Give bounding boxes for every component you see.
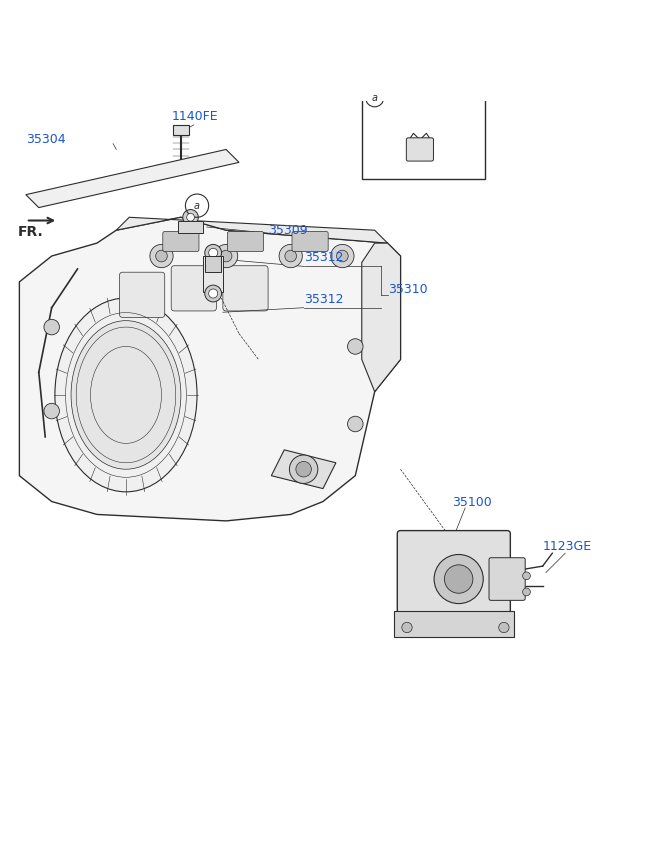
Circle shape xyxy=(205,244,222,261)
Text: FR.: FR. xyxy=(18,225,44,239)
Circle shape xyxy=(285,250,297,262)
Circle shape xyxy=(348,338,363,354)
Circle shape xyxy=(402,622,412,633)
Circle shape xyxy=(289,455,318,483)
Text: 35312: 35312 xyxy=(304,251,343,264)
Circle shape xyxy=(220,250,232,262)
Circle shape xyxy=(337,250,348,262)
Circle shape xyxy=(150,244,173,268)
FancyBboxPatch shape xyxy=(406,138,433,161)
Circle shape xyxy=(523,572,530,580)
FancyBboxPatch shape xyxy=(397,531,510,621)
Text: 35100: 35100 xyxy=(452,496,492,510)
Circle shape xyxy=(348,416,363,432)
Text: a: a xyxy=(194,201,200,210)
FancyBboxPatch shape xyxy=(223,265,268,311)
Circle shape xyxy=(205,285,222,302)
FancyBboxPatch shape xyxy=(489,558,525,600)
FancyBboxPatch shape xyxy=(163,232,199,252)
Circle shape xyxy=(214,244,238,268)
Text: 35310: 35310 xyxy=(388,283,427,296)
FancyBboxPatch shape xyxy=(292,232,328,252)
FancyBboxPatch shape xyxy=(394,611,514,637)
FancyBboxPatch shape xyxy=(173,125,189,135)
Circle shape xyxy=(279,244,302,268)
Text: 35304: 35304 xyxy=(26,133,65,146)
Text: 1123GE: 1123GE xyxy=(543,540,592,553)
Circle shape xyxy=(209,289,218,298)
FancyBboxPatch shape xyxy=(203,256,223,292)
Circle shape xyxy=(444,565,473,594)
Text: 35312: 35312 xyxy=(304,293,343,306)
FancyBboxPatch shape xyxy=(205,256,221,272)
Circle shape xyxy=(523,588,530,596)
Polygon shape xyxy=(19,217,401,521)
Text: a: a xyxy=(371,92,378,103)
Text: 31337F: 31337F xyxy=(430,117,476,130)
Polygon shape xyxy=(26,149,239,208)
Polygon shape xyxy=(116,217,388,243)
Polygon shape xyxy=(362,243,401,392)
FancyBboxPatch shape xyxy=(120,272,165,317)
Circle shape xyxy=(499,622,509,633)
Circle shape xyxy=(296,461,311,477)
Text: 35309: 35309 xyxy=(268,224,307,237)
Ellipse shape xyxy=(55,298,197,492)
Circle shape xyxy=(44,404,59,419)
Circle shape xyxy=(187,214,194,221)
Polygon shape xyxy=(271,449,336,488)
FancyBboxPatch shape xyxy=(178,220,203,233)
FancyBboxPatch shape xyxy=(362,88,484,179)
Circle shape xyxy=(331,244,354,268)
Text: 1140FE: 1140FE xyxy=(171,110,218,123)
FancyBboxPatch shape xyxy=(171,265,216,311)
Circle shape xyxy=(434,555,483,604)
Circle shape xyxy=(183,209,198,225)
Ellipse shape xyxy=(71,321,181,469)
Circle shape xyxy=(156,250,167,262)
Circle shape xyxy=(209,248,218,257)
Circle shape xyxy=(44,320,59,335)
FancyBboxPatch shape xyxy=(227,232,264,252)
